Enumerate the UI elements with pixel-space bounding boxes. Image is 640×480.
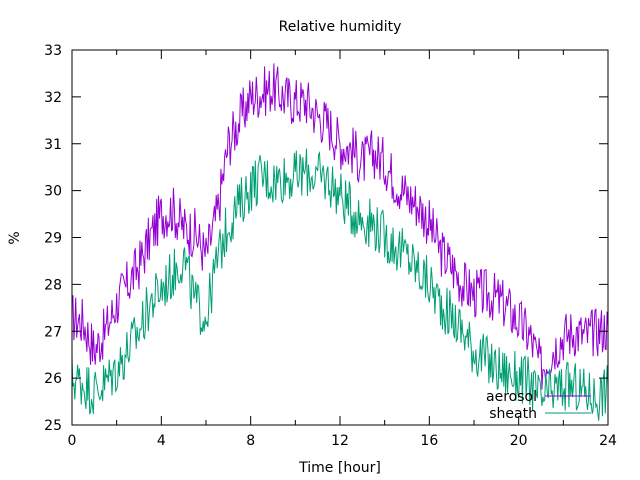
x-tick-label: 8	[246, 433, 255, 449]
y-axis-label: %	[7, 231, 23, 244]
y-tick-label: 30	[44, 184, 62, 200]
x-axis-label: Time [hour]	[298, 460, 381, 476]
series-layer	[71, 63, 609, 421]
y-tick-label: 31	[44, 137, 62, 153]
y-tick-label: 26	[44, 371, 62, 387]
y-tick-label: 29	[44, 231, 62, 247]
y-tick-label: 33	[44, 43, 62, 59]
y-tick-label: 25	[44, 418, 62, 434]
x-tick-label: 0	[68, 433, 77, 449]
y-tick-label: 32	[44, 90, 62, 106]
x-tick-label: 20	[510, 433, 528, 449]
x-tick-label: 24	[599, 433, 617, 449]
x-tick-label: 4	[157, 433, 166, 449]
ticks-layer: 0 4 8 12 16 20 24 25 26 27 28 29 30 31 32 33	[44, 43, 617, 449]
y-tick-label: 28	[44, 277, 62, 293]
series-line-sheath	[71, 148, 609, 421]
plot-frame	[71, 49, 609, 426]
y-tick-label: 27	[44, 324, 62, 340]
chart-title: Relative humidity	[279, 19, 402, 35]
legend-label-sheath: sheath	[489, 406, 537, 422]
x-tick-label: 12	[331, 433, 349, 449]
legend: aerosol sheath	[486, 389, 591, 422]
x-tick-label: 16	[420, 433, 438, 449]
legend-label-aerosol: aerosol	[486, 389, 537, 405]
series-line-aerosol	[71, 63, 609, 390]
